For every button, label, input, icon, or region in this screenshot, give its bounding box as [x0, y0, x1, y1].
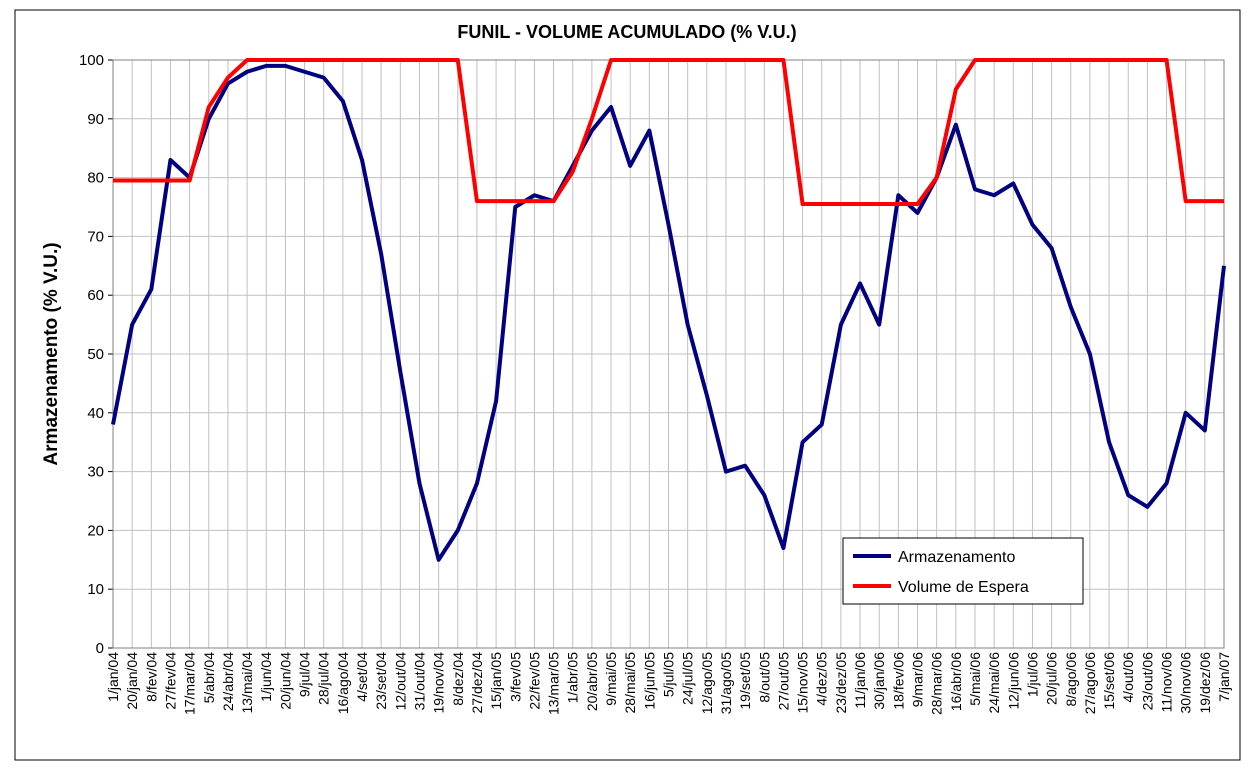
x-tick-label: 9/jul/04 [297, 652, 313, 697]
x-tick-label: 13/mai/04 [239, 652, 255, 714]
x-tick-label: 15/jan/05 [488, 652, 504, 710]
x-tick-label: 8/fev/04 [143, 652, 159, 702]
x-tick-label: 7/jan/07 [1216, 652, 1232, 702]
y-tick-label: 10 [87, 581, 104, 598]
x-tick-label: 17/mar/04 [182, 652, 198, 715]
x-tick-label: 8/out/05 [756, 652, 772, 703]
x-tick-label: 15/set/06 [1101, 652, 1117, 710]
x-tick-label: 31/out/04 [411, 652, 427, 711]
y-tick-label: 70 [87, 228, 104, 245]
y-tick-label: 50 [87, 346, 104, 363]
x-tick-label: 5/jul/05 [661, 652, 677, 697]
x-tick-label: 30/jan/06 [871, 652, 887, 710]
y-tick-label: 40 [87, 405, 104, 422]
x-tick-label: 20/jul/06 [1044, 652, 1060, 705]
y-tick-label: 90 [87, 111, 104, 128]
y-tick-label: 60 [87, 287, 104, 304]
y-tick-label: 80 [87, 170, 104, 187]
x-tick-label: 13/mar/05 [546, 652, 562, 715]
y-tick-label: 20 [87, 522, 104, 539]
series-line [113, 58, 1224, 207]
x-tick-label: 28/mai/05 [622, 652, 638, 714]
x-tick-label: 27/out/05 [775, 652, 791, 711]
x-tick-label: 12/ago/05 [699, 652, 715, 714]
x-tick-label: 27/dez/04 [469, 652, 485, 714]
x-tick-label: 16/jun/05 [641, 652, 657, 710]
x-tick-label: 24/mai/06 [986, 652, 1002, 714]
x-tick-label: 27/ago/06 [1082, 652, 1098, 714]
x-tick-label: 23/dez/05 [833, 652, 849, 714]
x-tick-label: 23/set/04 [373, 652, 389, 710]
x-tick-label: 8/ago/06 [1063, 652, 1079, 707]
x-tick-label: 16/abr/06 [948, 652, 964, 711]
x-tick-label: 11/jan/06 [852, 652, 868, 709]
x-tick-label: 5/abr/04 [201, 652, 217, 704]
x-tick-label: 1/jan/04 [105, 652, 121, 702]
x-tick-label: 20/jan/04 [124, 652, 140, 710]
x-tick-label: 1/jul/06 [1024, 652, 1040, 697]
legend-label: Armazenamento [898, 549, 1015, 566]
x-tick-label: 19/dez/06 [1197, 652, 1213, 714]
x-tick-label: 4/out/06 [1120, 652, 1136, 703]
y-tick-label: 100 [79, 52, 104, 69]
y-tick-label: 0 [96, 640, 104, 657]
x-tick-label: 19/nov/04 [431, 652, 447, 714]
x-tick-label: 4/set/04 [354, 652, 370, 702]
x-tick-label: 24/abr/04 [220, 652, 236, 711]
series-line [111, 63, 1226, 562]
x-tick-label: 30/nov/06 [1178, 652, 1194, 714]
x-tick-label: 20/abr/05 [584, 652, 600, 711]
x-tick-label: 3/fev/05 [507, 652, 523, 702]
x-tick-label: 9/mar/06 [910, 652, 926, 707]
x-tick-label: 31/ago/05 [718, 652, 734, 714]
y-axis-label: Armazenamento (% V.U.) [41, 242, 62, 465]
x-tick-label: 18/fev/06 [890, 652, 906, 710]
x-tick-label: 9/mai/05 [603, 652, 619, 706]
x-tick-label: 20/jun/04 [277, 652, 293, 710]
x-tick-label: 28/mar/06 [929, 652, 945, 715]
x-tick-label: 11/nov/06 [1159, 652, 1175, 713]
y-tick-label: 30 [87, 464, 104, 481]
legend-label: Volume de Espera [898, 579, 1029, 596]
legend-box [842, 537, 1084, 605]
x-tick-label: 16/ago/04 [335, 652, 351, 714]
x-tick-label: 15/nov/05 [795, 652, 811, 714]
x-tick-label: 8/dez/04 [450, 652, 466, 706]
x-tick-label: 1/jun/04 [258, 652, 274, 702]
x-tick-label: 23/out/06 [1139, 652, 1155, 711]
x-tick-label: 27/fev/04 [162, 652, 178, 710]
x-tick-label: 28/jul/04 [316, 652, 332, 705]
x-tick-label: 4/dez/05 [814, 652, 830, 706]
x-tick-label: 5/mai/06 [967, 652, 983, 706]
x-tick-label: 19/set/05 [737, 652, 753, 710]
x-tick-label: 12/out/04 [392, 652, 408, 711]
x-tick-label: 1/abr/05 [565, 652, 581, 704]
chart-title: FUNIL - VOLUME ACUMULADO (% V.U.) [457, 22, 796, 42]
x-tick-label: 12/jun/06 [1005, 652, 1021, 710]
x-tick-label: 24/jul/05 [680, 652, 696, 705]
x-tick-label: 22/fev/05 [526, 652, 542, 710]
